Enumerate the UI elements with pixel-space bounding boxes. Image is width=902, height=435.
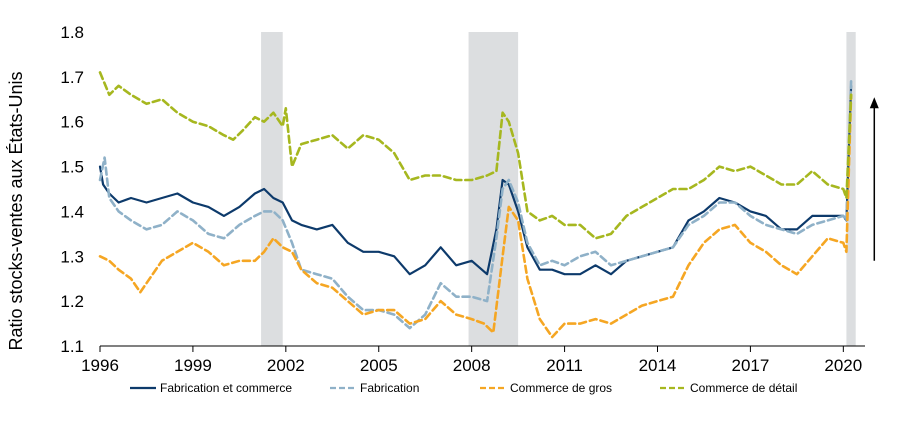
legend: Fabrication et commerce Fabrication Commer… [130, 381, 797, 395]
y-tick-label: 1.6 [60, 113, 84, 132]
x-tick-label: 2017 [731, 356, 769, 375]
x-tick-label: 2011 [546, 356, 583, 375]
legend-label-0: Fabrication et commerce [160, 381, 292, 395]
series-lines [98, 71, 853, 339]
x-tick-label: 1999 [174, 356, 212, 375]
x-tick-label: 1996 [81, 356, 119, 375]
y-tick-label: 1.3 [60, 247, 84, 266]
y-tick-label: 1.4 [60, 202, 84, 221]
y-tick-label: 1.8 [60, 23, 84, 42]
x-tick-label: 2002 [267, 356, 305, 375]
series-line-1 [98, 80, 853, 330]
y-tick-label: 1.7 [60, 68, 84, 87]
x-tick-label: 2020 [824, 356, 862, 375]
recession-band-2 [846, 32, 856, 346]
y-tick-label: 1.5 [60, 158, 84, 177]
x-tick-label: 2014 [639, 356, 677, 375]
y-tick-label: 1.2 [60, 292, 84, 311]
series-line-0 [98, 84, 853, 276]
x-tick-label: 2005 [360, 356, 398, 375]
legend-label-2: Commerce de gros [510, 381, 612, 395]
recession-band-0 [261, 32, 283, 346]
series-line-3 [98, 71, 853, 240]
arrow-head [869, 97, 879, 109]
y-axis-label: Ratio stocks-ventes aux États-Unis [6, 71, 26, 350]
x-tick-label: 2008 [453, 356, 491, 375]
axes: 1996 1999 2002 2005 2008 2011 2014 2017 2020 1.1 1… [60, 23, 865, 375]
annotation-arrow [869, 97, 879, 261]
series-line-2 [98, 93, 853, 339]
legend-label-3: Commerce de détail [690, 381, 797, 395]
legend-label-1: Fabrication [360, 381, 419, 395]
y-tick-label: 1.1 [60, 337, 84, 356]
